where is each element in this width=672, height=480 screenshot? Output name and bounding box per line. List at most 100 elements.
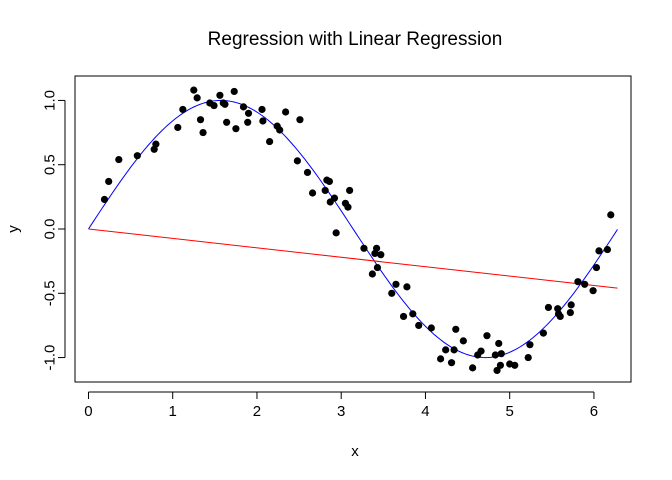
data-point [544, 303, 553, 312]
y-tick-label: 0.5 [42, 154, 59, 175]
plot-area [74, 75, 632, 383]
data-point [239, 103, 248, 111]
data-point [392, 280, 400, 288]
linear-fit-line [88, 228, 618, 289]
chart-title: Regression with Linear Regression [208, 29, 503, 50]
data-point [493, 366, 501, 375]
data-point [276, 126, 284, 134]
data-point [100, 195, 109, 204]
x-tick-label: 4 [421, 403, 429, 420]
data-point [483, 332, 491, 340]
x-axis: 0 1 2 3 4 5 6 [84, 391, 598, 420]
data-point [179, 105, 187, 114]
data-point [589, 287, 597, 295]
y-tick-label: -0.5 [42, 280, 59, 306]
data-point [372, 244, 381, 252]
data-point [332, 229, 340, 237]
data-point [566, 308, 574, 317]
data-point [232, 125, 240, 133]
data-point [524, 353, 532, 362]
data-point [303, 168, 312, 177]
data-point [377, 251, 385, 259]
data-point [230, 87, 238, 96]
data-point [437, 355, 445, 363]
data-point [595, 247, 603, 255]
y-axis: -1.0 -0.5 0.0 0.5 1.0 [42, 90, 66, 371]
y-tick-label: -1.0 [42, 345, 59, 371]
data-point [346, 186, 354, 195]
plot-frame [74, 75, 632, 383]
data-point [399, 312, 408, 321]
data-point [199, 128, 207, 137]
data-point [152, 140, 160, 148]
x-axis-label: x [351, 443, 359, 460]
data-point [477, 347, 485, 355]
data-point [469, 364, 477, 372]
data-point [581, 280, 589, 288]
data-point [388, 289, 396, 297]
y-tick-label: 0.0 [42, 219, 59, 240]
data-point [193, 94, 201, 102]
data-point [442, 346, 450, 354]
data-point [344, 203, 352, 211]
data-point [574, 278, 582, 286]
data-point [308, 189, 317, 197]
data-point [296, 116, 304, 124]
data-point [325, 177, 334, 186]
data-point [452, 325, 460, 333]
data-point [368, 270, 376, 278]
data-point [567, 301, 575, 309]
data-point [133, 152, 141, 160]
data-point [495, 339, 503, 348]
x-tick-label: 3 [337, 403, 345, 420]
true-curve-line [88, 99, 618, 359]
data-point [244, 109, 253, 117]
data-point [592, 263, 601, 272]
data-point [497, 350, 505, 358]
data-point [459, 337, 467, 345]
data-point [293, 157, 301, 165]
data-point [174, 123, 182, 132]
data-point [539, 329, 547, 337]
data-point [210, 101, 218, 110]
data-point [491, 351, 499, 359]
data-point [221, 100, 229, 108]
data-point [196, 116, 205, 124]
data-point [321, 186, 329, 195]
data-point [360, 244, 368, 252]
data-point [259, 117, 267, 125]
y-tick-label: 1.0 [42, 90, 59, 111]
data-point [223, 118, 231, 126]
data-point [427, 324, 435, 332]
data-point [450, 346, 458, 354]
x-tick-label: 2 [253, 403, 261, 420]
data-point [603, 245, 612, 254]
x-tick-label: 1 [169, 403, 177, 420]
data-point [409, 310, 417, 318]
data-point [330, 194, 339, 202]
data-point [282, 108, 290, 116]
data-point [373, 263, 382, 272]
data-point [258, 105, 266, 114]
data-series [88, 86, 618, 375]
data-point [496, 361, 505, 369]
x-tick-label: 0 [84, 403, 92, 420]
data-point [115, 155, 123, 164]
data-point [415, 321, 423, 330]
data-point [105, 177, 113, 186]
data-point [511, 361, 519, 369]
x-tick-label: 6 [590, 403, 598, 420]
data-point [190, 86, 198, 94]
data-point [526, 341, 534, 349]
data-point [403, 283, 411, 291]
y-axis-label: y [5, 225, 22, 233]
x-tick-label: 5 [506, 403, 514, 420]
data-point [244, 118, 252, 126]
data-point [607, 211, 615, 219]
data-point [216, 91, 224, 99]
data-point [266, 137, 274, 146]
data-point [556, 312, 564, 321]
data-point [447, 359, 456, 367]
